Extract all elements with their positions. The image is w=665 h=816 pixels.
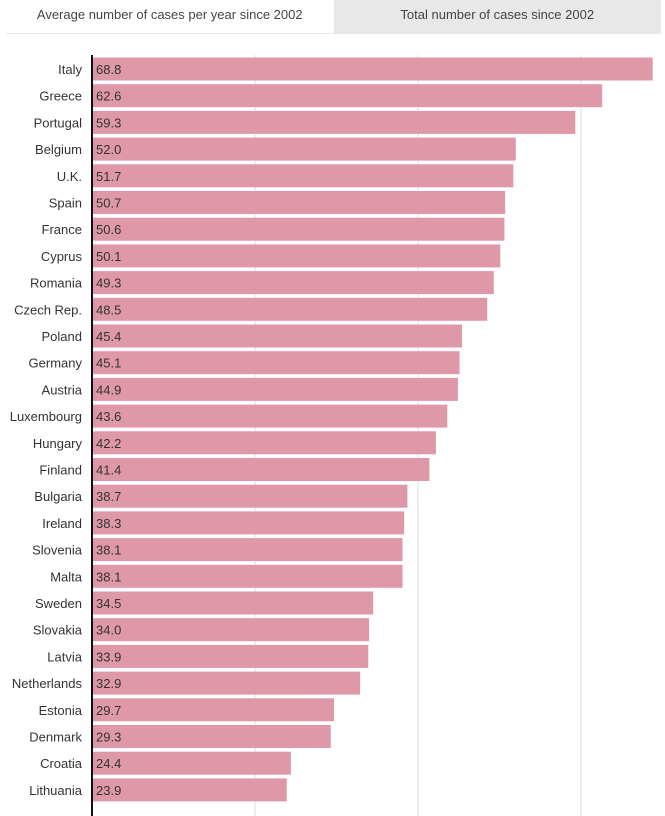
bar-value-label: 42.2 (96, 436, 121, 451)
bar-value-label: 44.9 (96, 382, 121, 397)
category-label: Lithuania (29, 783, 83, 798)
bar (92, 110, 576, 134)
bar-value-label: 29.7 (96, 703, 121, 718)
tab-divider (6, 33, 661, 34)
category-label: Bulgaria (34, 489, 82, 504)
bar-value-label: 59.3 (96, 115, 121, 130)
category-label: Czech Rep. (14, 302, 82, 317)
bar (92, 324, 463, 348)
category-label: Portugal (34, 115, 83, 130)
bar (92, 671, 361, 695)
bar-value-label: 34.0 (96, 623, 121, 638)
category-label: Cyprus (41, 249, 83, 264)
bar-value-label: 38.3 (96, 516, 121, 531)
category-label: Greece (39, 89, 82, 104)
bar-value-label: 29.3 (96, 730, 121, 745)
tab-total-cases[interactable]: Total number of cases since 2002 (333, 0, 661, 34)
category-label: Luxembourg (10, 409, 82, 424)
bar (92, 137, 516, 161)
category-label: Estonia (39, 703, 83, 718)
bar-value-label: 68.8 (96, 62, 121, 77)
bar (92, 431, 436, 455)
bar (92, 564, 403, 588)
bar (92, 698, 335, 722)
bar (92, 244, 501, 268)
bar (92, 191, 506, 214)
bar-value-label: 62.6 (96, 89, 121, 104)
category-label: Poland (42, 329, 82, 344)
category-label: Croatia (40, 756, 83, 771)
category-label: Austria (42, 382, 83, 397)
bar-value-label: 48.5 (96, 302, 121, 317)
bar-value-label: 45.4 (96, 329, 121, 344)
bar-value-label: 34.5 (96, 596, 121, 611)
bar (92, 271, 494, 295)
bar-value-label: 41.4 (96, 463, 121, 478)
bar (92, 618, 370, 642)
bar-value-label: 38.1 (96, 543, 121, 558)
bar (92, 511, 405, 535)
category-label: Latvia (47, 649, 82, 664)
tab-average-cases[interactable]: Average number of cases per year since 2… (6, 0, 334, 34)
category-label: Sweden (35, 596, 82, 611)
bar (92, 217, 505, 241)
bar-value-label: 23.9 (96, 783, 121, 798)
category-label: U.K. (57, 169, 82, 184)
bar-value-label: 49.3 (96, 276, 121, 291)
bar-value-label: 33.9 (96, 649, 121, 664)
bar (92, 484, 408, 508)
category-label: Belgium (35, 142, 82, 157)
bar-value-label: 52.0 (96, 142, 121, 157)
bar (92, 164, 514, 188)
bar-value-label: 24.4 (96, 756, 121, 771)
bar-value-label: 38.1 (96, 569, 121, 584)
bar (92, 591, 374, 615)
category-label: Malta (50, 569, 83, 584)
category-label: Finland (39, 463, 82, 478)
category-label: Italy (58, 62, 82, 77)
x-tick-label: 0 (80, 814, 87, 816)
category-label: Romania (30, 276, 83, 291)
bar (92, 404, 448, 428)
bar (92, 458, 430, 481)
bar (92, 351, 460, 375)
bar-value-label: 50.1 (96, 249, 121, 264)
bar (92, 751, 291, 775)
category-label: Spain (49, 196, 82, 211)
bar-value-label: 32.9 (96, 676, 121, 691)
category-label: Ireland (42, 516, 82, 531)
bar (92, 297, 488, 321)
bar (92, 538, 403, 562)
category-label: France (42, 222, 82, 237)
category-label: Netherlands (12, 676, 83, 691)
x-tick-label: 20 (248, 814, 262, 816)
bar-value-label: 50.7 (96, 196, 121, 211)
bar-value-label: 43.6 (96, 409, 121, 424)
bar (92, 644, 369, 668)
category-label: Germany (29, 356, 83, 371)
chart-tabs: Average number of cases per year since 2… (6, 0, 661, 34)
category-label: Hungary (33, 436, 83, 451)
x-tick-label: 40 (411, 814, 425, 816)
category-label: Slovenia (32, 543, 83, 558)
bar-value-label: 38.7 (96, 489, 121, 504)
category-label: Denmark (29, 730, 82, 745)
bar (92, 778, 287, 802)
x-tick-label: 60 (574, 814, 588, 816)
bar (92, 725, 331, 748)
bar (92, 377, 458, 401)
category-label: Slovakia (33, 623, 83, 638)
bar (92, 84, 603, 108)
bar-value-label: 50.6 (96, 222, 121, 237)
bar-value-label: 45.1 (96, 356, 121, 371)
bar-value-label: 51.7 (96, 169, 121, 184)
bar (92, 57, 653, 81)
